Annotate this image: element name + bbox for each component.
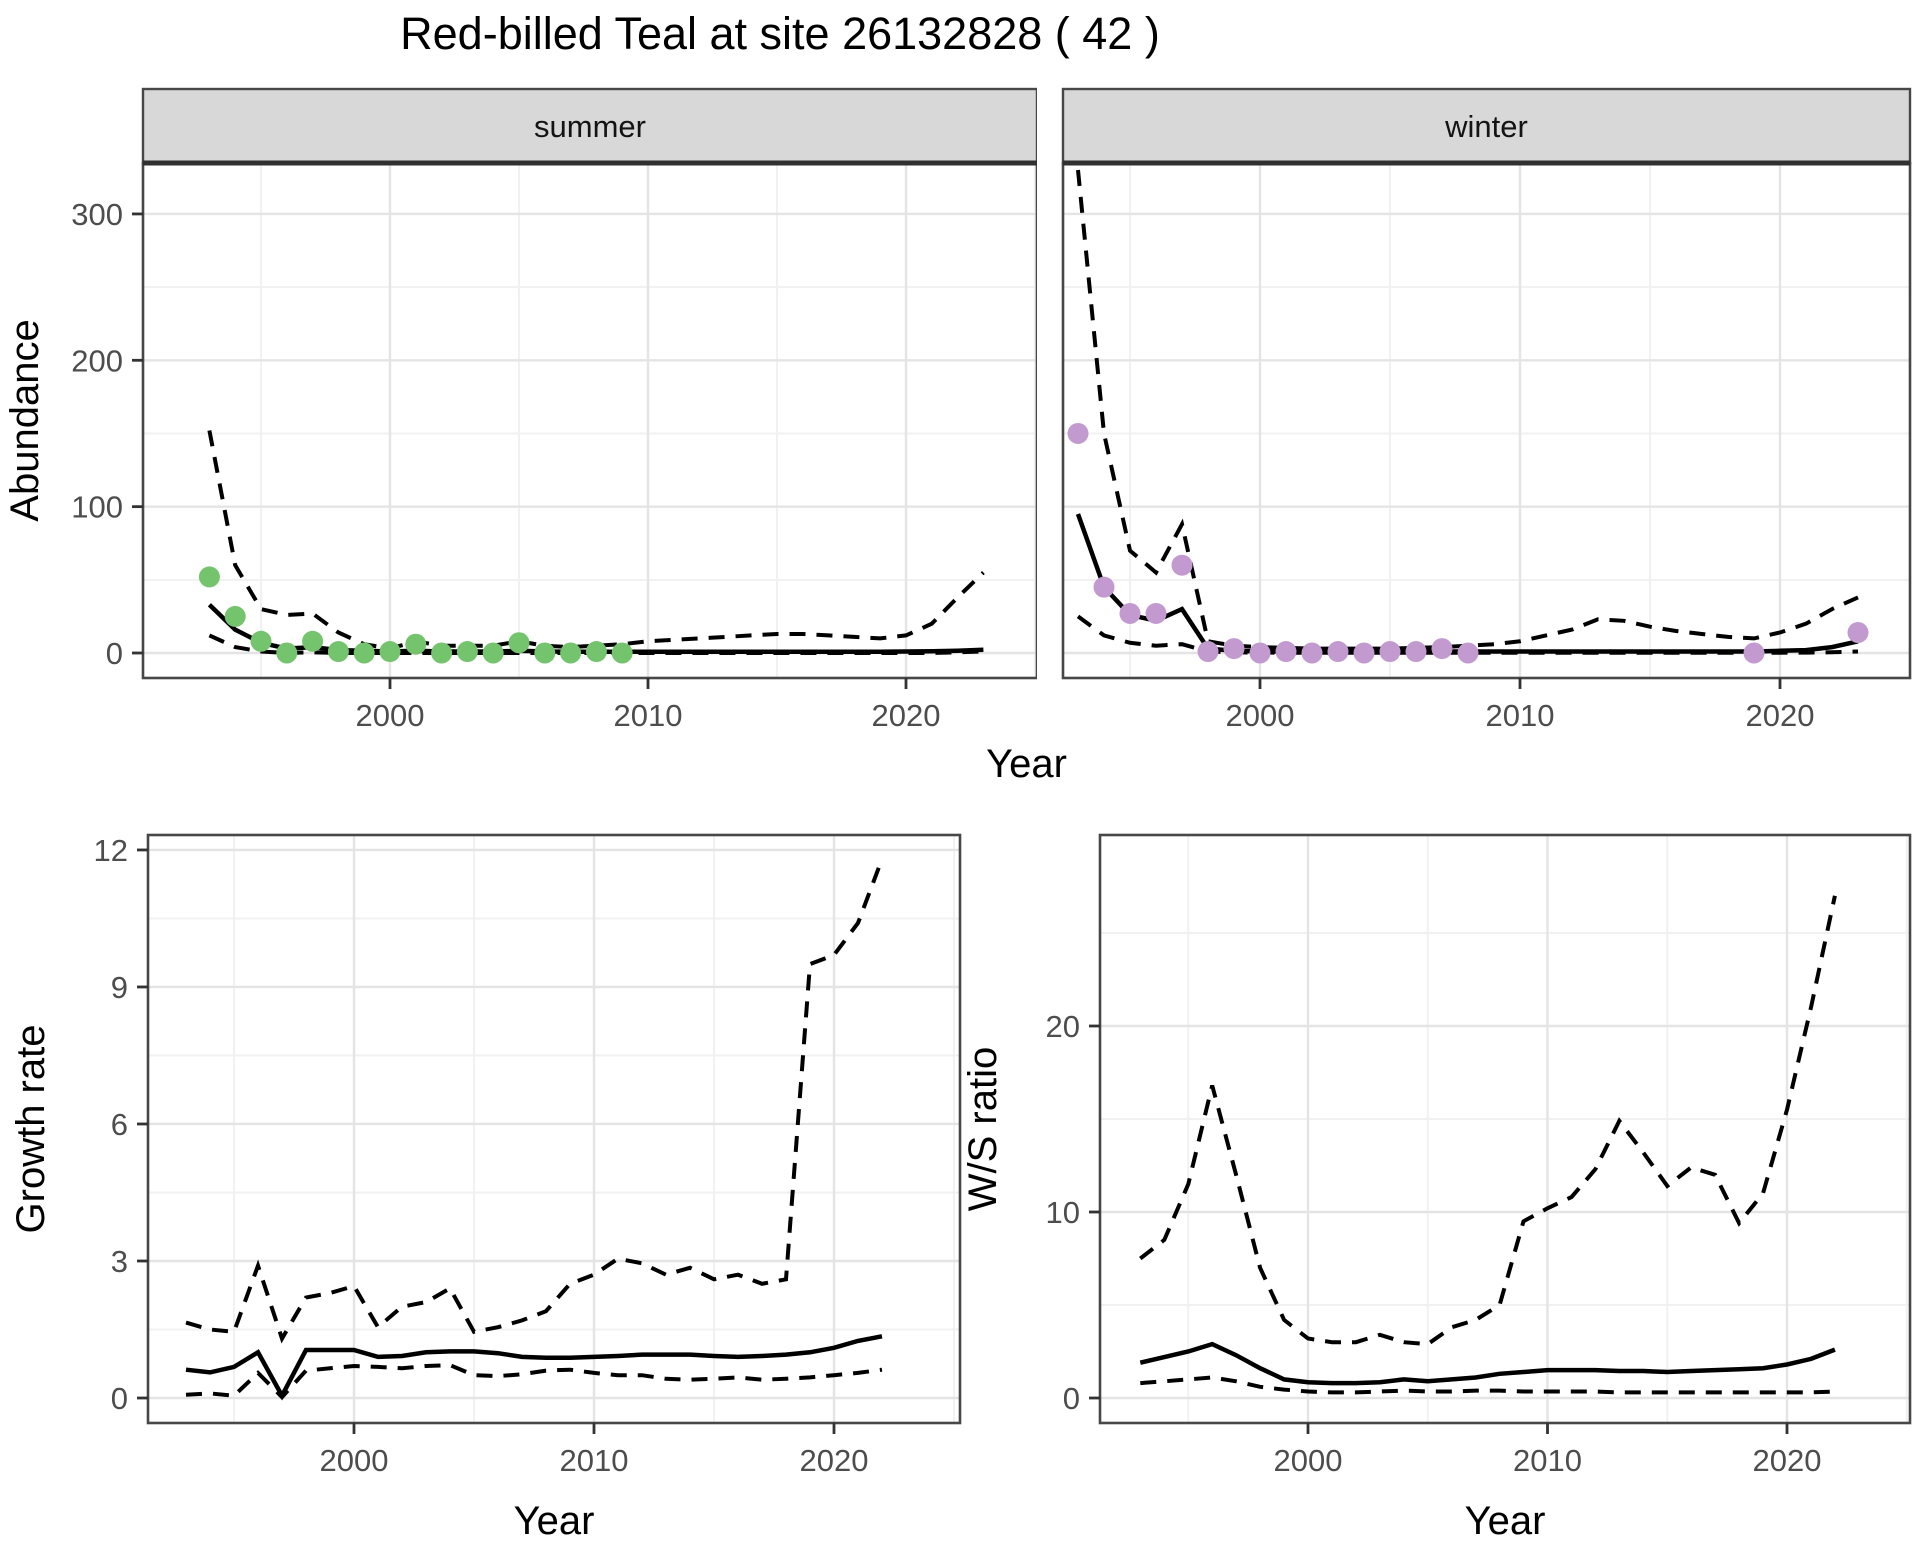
x-tick-label: 2000 [356,698,425,733]
observed-points [1067,422,1869,664]
data-point [1431,638,1453,660]
y-tick-label: 12 [94,833,128,868]
y-tick-label: 10 [1046,1195,1080,1230]
data-point [1093,576,1115,598]
facet-strip [1061,87,1912,165]
data-point [534,642,556,664]
y-tick-label: 0 [106,636,123,671]
facet-strip [141,87,1037,165]
data-point [508,632,530,654]
data-point [405,633,427,655]
x-tick-label: 2010 [1486,698,1555,733]
median-line [1139,1341,1836,1386]
facet-strip-label: winter [1444,109,1528,144]
x-tick-label: 2010 [614,698,683,733]
y-tick-label: 9 [111,970,128,1005]
data-point [1119,602,1141,624]
data-point [456,641,478,663]
data-point [1353,642,1375,664]
y-tick-label: 300 [71,197,123,232]
data-point [198,566,220,588]
series-lines [1139,895,1837,1395]
data-point [1847,622,1869,644]
data-point [250,630,272,652]
lower_ci-line [185,1363,883,1401]
y-axis-title: Abundance [3,319,47,521]
y-tick-label: 200 [71,343,123,378]
data-point [611,642,633,664]
lower_ci-line [1140,1375,1835,1395]
growth-rate-panel: 2000 2010 2020 0 3 6 9 12 Growth rate Year [9,833,962,1543]
x-tick-label: 2020 [1753,1443,1822,1478]
y-axis-title: Growth rate [9,1025,53,1234]
panel-background [1063,163,1910,678]
data-point [327,641,349,663]
panel-border [146,833,962,1425]
y-tick-label: 3 [111,1244,128,1279]
x-axis-title: Year [514,1499,595,1543]
data-point [1223,638,1245,660]
data-point [1457,642,1479,664]
upper_ci-line [207,430,985,651]
panel-background [1100,835,1910,1423]
abundance-winter-panel: winter 2000 2010 2020 [1061,87,1912,733]
data-point [224,605,246,627]
abundance-summer-panel: summer 2000 2010 2020 0 100 200 300 Abundance [3,87,1037,733]
data-point [431,642,453,664]
data-point [1249,642,1271,664]
y-tick-label: 20 [1046,1009,1080,1044]
x-tick-label: 2000 [1274,1443,1343,1478]
gridlines [1100,835,1910,1423]
data-point [585,641,607,663]
data-point [1171,554,1193,576]
data-point [1145,602,1167,624]
x-tick-label: 2000 [320,1443,389,1478]
facet-strip-label: summer [534,109,646,144]
data-point [353,642,375,664]
median-line [185,1334,883,1401]
panel-background [148,835,960,1423]
data-point [1405,641,1427,663]
data-point [379,641,401,663]
y-axis-title: W/S ratio [961,1047,1005,1211]
data-point [276,642,298,664]
panel-border [1098,833,1912,1425]
plot-title: Red-billed Teal at site 26132828 ( 42 ) [400,8,1160,59]
y-tick-label: 6 [111,1107,128,1142]
x-tick-label: 2010 [1513,1443,1582,1478]
data-point [1275,641,1297,663]
panel-background [143,163,1037,678]
data-point [1067,422,1089,444]
data-point [1379,641,1401,663]
x-tick-label: 2020 [1746,698,1815,733]
data-point [560,642,582,664]
ws-ratio-panel: 2000 2010 2020 0 10 20 W/S ratio Year [961,833,1912,1543]
x-tick-label: 2020 [800,1443,869,1478]
data-point [482,642,504,664]
data-point [1197,641,1219,663]
data-point [302,630,324,652]
upper_ci-line [1139,895,1837,1347]
observed-points [198,566,633,664]
data-point [1743,642,1765,664]
y-tick-label: 0 [111,1381,128,1416]
x-axis-title-top: Year [986,742,1067,786]
gridlines [1063,163,1910,678]
y-tick-label: 0 [1063,1381,1080,1416]
data-point [1301,642,1323,664]
x-tick-label: 2010 [560,1443,629,1478]
x-tick-label: 2000 [1226,698,1295,733]
x-axis-title: Year [1465,1499,1546,1543]
series-lines [185,858,884,1401]
y-tick-label: 100 [71,490,123,525]
upper_ci-line [185,858,884,1344]
data-point [1327,641,1349,663]
upper_ci-line [1076,169,1859,651]
x-tick-label: 2020 [872,698,941,733]
